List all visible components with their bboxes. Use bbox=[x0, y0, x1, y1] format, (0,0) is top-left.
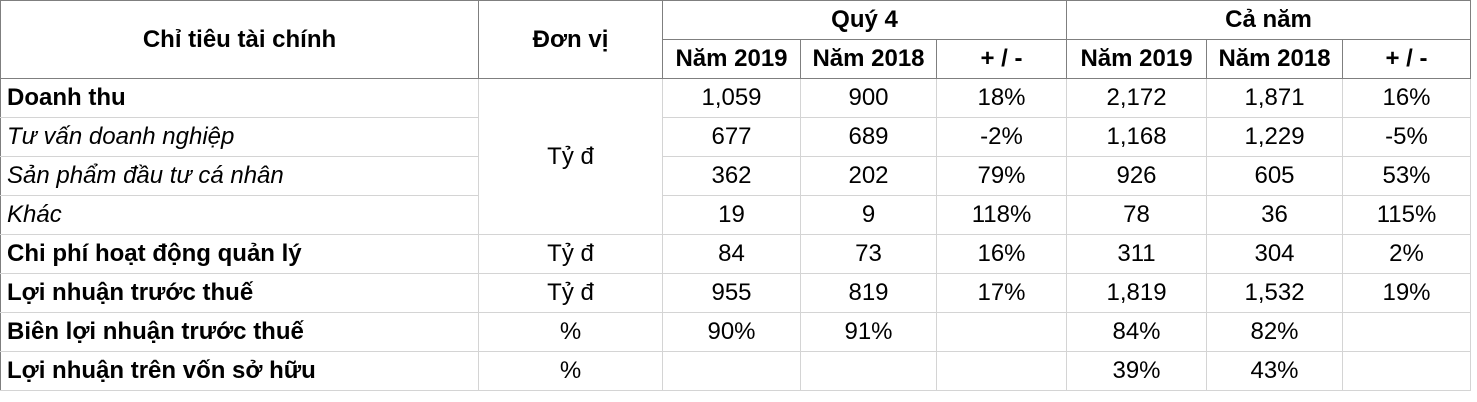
cell-y2019: 2,172 bbox=[1066, 78, 1208, 118]
row-label: Biên lợi nhuận trước thuế bbox=[0, 312, 479, 352]
header-unit: Đơn vị bbox=[478, 0, 663, 79]
cell-qchange: 79% bbox=[935, 156, 1068, 196]
header-quarter-2019: Năm 2019 bbox=[662, 39, 801, 79]
cell-ychange: -5% bbox=[1342, 117, 1472, 157]
row-unit: Tỷ đ bbox=[478, 78, 663, 235]
cell-q2018 bbox=[800, 351, 937, 391]
row-label: Khác bbox=[0, 195, 479, 235]
table-row: Biên lợi nhuận trước thuế % 90% 91% 84% … bbox=[0, 312, 1472, 352]
cell-y2019: 39% bbox=[1066, 351, 1208, 391]
cell-ychange: 53% bbox=[1342, 156, 1472, 196]
table-row: Lợi nhuận trước thuế Tỷ đ 955 819 17% 1,… bbox=[0, 273, 1472, 313]
cell-ychange: 115% bbox=[1342, 195, 1472, 235]
cell-qchange bbox=[935, 312, 1068, 352]
cell-q2018: 9 bbox=[800, 195, 937, 235]
cell-q2019: 19 bbox=[662, 195, 801, 235]
cell-q2019: 84 bbox=[662, 234, 801, 274]
cell-q2018: 202 bbox=[800, 156, 937, 196]
header-year-group: Cả năm bbox=[1066, 0, 1472, 40]
cell-y2019: 84% bbox=[1066, 312, 1208, 352]
table-row: Khác 19 9 118% 78 36 115% bbox=[0, 195, 1472, 235]
cell-y2019: 1,168 bbox=[1066, 117, 1208, 157]
row-label: Chi phí hoạt động quản lý bbox=[0, 234, 479, 274]
cell-qchange: -2% bbox=[935, 117, 1068, 157]
table-row: Lợi nhuận trên vốn sở hữu % 39% 43% bbox=[0, 351, 1472, 391]
cell-q2018: 91% bbox=[800, 312, 937, 352]
cell-qchange bbox=[935, 351, 1068, 391]
cell-y2018: 1,532 bbox=[1206, 273, 1344, 313]
header-quarter-change: + / - bbox=[935, 39, 1068, 79]
row-unit: % bbox=[478, 312, 663, 352]
cell-qchange: 18% bbox=[935, 78, 1068, 118]
cell-y2018: 43% bbox=[1206, 351, 1344, 391]
cell-q2019: 1,059 bbox=[662, 78, 801, 118]
cell-ychange: 16% bbox=[1342, 78, 1472, 118]
row-label: Tư vấn doanh nghiệp bbox=[0, 117, 479, 157]
header-year-2018: Năm 2018 bbox=[1206, 39, 1344, 79]
cell-q2018: 819 bbox=[800, 273, 937, 313]
row-unit: % bbox=[478, 351, 663, 391]
cell-q2019: 362 bbox=[662, 156, 801, 196]
cell-qchange: 118% bbox=[935, 195, 1068, 235]
cell-ychange: 2% bbox=[1342, 234, 1472, 274]
row-label: Doanh thu bbox=[0, 78, 479, 118]
cell-ychange bbox=[1342, 351, 1472, 391]
table-row: Tư vấn doanh nghiệp 677 689 -2% 1,168 1,… bbox=[0, 117, 1472, 157]
row-unit: Tỷ đ bbox=[478, 234, 663, 274]
row-unit: Tỷ đ bbox=[478, 273, 663, 313]
cell-y2018: 36 bbox=[1206, 195, 1344, 235]
header-quarter-2018: Năm 2018 bbox=[800, 39, 937, 79]
header-year-2019: Năm 2019 bbox=[1066, 39, 1208, 79]
cell-q2019 bbox=[662, 351, 801, 391]
cell-qchange: 16% bbox=[935, 234, 1068, 274]
table-row: Chi phí hoạt động quản lý Tỷ đ 84 73 16%… bbox=[0, 234, 1472, 274]
cell-y2018: 82% bbox=[1206, 312, 1344, 352]
cell-q2018: 900 bbox=[800, 78, 937, 118]
cell-y2019: 78 bbox=[1066, 195, 1208, 235]
row-label: Lợi nhuận trước thuế bbox=[0, 273, 479, 313]
cell-y2018: 304 bbox=[1206, 234, 1344, 274]
row-label: Sản phẩm đầu tư cá nhân bbox=[0, 156, 479, 196]
header-year-change: + / - bbox=[1342, 39, 1472, 79]
table-row: Doanh thu Tỷ đ 1,059 900 18% 2,172 1,871… bbox=[0, 78, 1472, 235]
cell-y2019: 1,819 bbox=[1066, 273, 1208, 313]
header-row-1: Chỉ tiêu tài chính Đơn vị Quý 4 Cả năm bbox=[0, 0, 1472, 79]
cell-q2018: 689 bbox=[800, 117, 937, 157]
cell-y2018: 605 bbox=[1206, 156, 1344, 196]
financial-table: Chỉ tiêu tài chính Đơn vị Quý 4 Cả năm N… bbox=[0, 0, 1472, 391]
cell-y2019: 926 bbox=[1066, 156, 1208, 196]
cell-q2018: 73 bbox=[800, 234, 937, 274]
cell-q2019: 677 bbox=[662, 117, 801, 157]
header-quarter-group: Quý 4 bbox=[661, 0, 1068, 40]
cell-q2019: 90% bbox=[662, 312, 801, 352]
header-indicator: Chỉ tiêu tài chính bbox=[0, 0, 479, 79]
cell-y2019: 311 bbox=[1066, 234, 1208, 274]
cell-y2018: 1,871 bbox=[1206, 78, 1344, 118]
cell-qchange: 17% bbox=[935, 273, 1068, 313]
cell-ychange bbox=[1342, 312, 1472, 352]
cell-ychange: 19% bbox=[1342, 273, 1472, 313]
row-label: Lợi nhuận trên vốn sở hữu bbox=[0, 351, 479, 391]
cell-q2019: 955 bbox=[662, 273, 801, 313]
cell-y2018: 1,229 bbox=[1206, 117, 1344, 157]
table-row: Sản phẩm đầu tư cá nhân 362 202 79% 926 … bbox=[0, 156, 1472, 196]
